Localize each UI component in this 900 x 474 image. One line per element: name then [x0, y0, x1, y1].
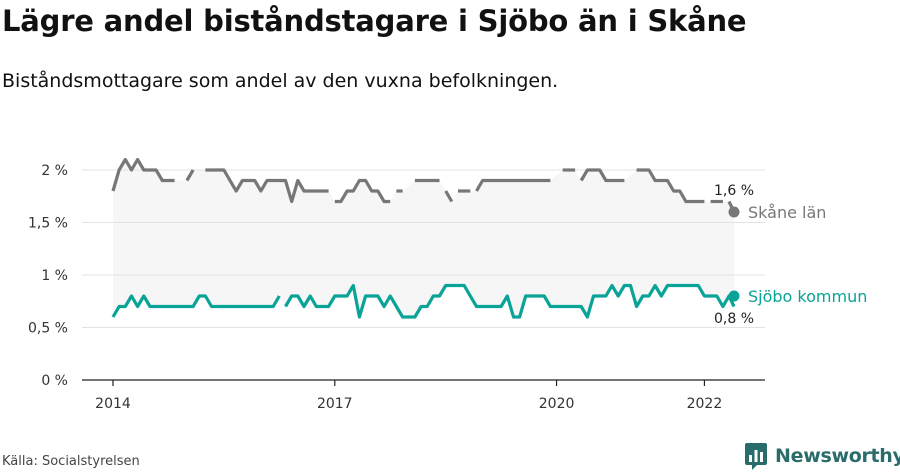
chart-title: Lägre andel biståndstagare i Sjöbo än i … — [2, 4, 747, 38]
y-tick-label: 0 % — [41, 373, 68, 389]
range-band-layer — [113, 159, 734, 317]
series-end-point — [728, 206, 740, 218]
series-line-skane — [334, 178, 391, 204]
series-line-skane — [636, 168, 705, 204]
chart-subtitle: Biståndsmottagare som andel av den vuxna… — [2, 70, 559, 92]
newsworthy-logo-icon — [745, 443, 767, 470]
series-line-skane — [185, 169, 195, 182]
x-tick-label: 2014 — [95, 396, 131, 412]
series-name-label: Skåne län — [748, 203, 826, 222]
gridlines — [82, 169, 765, 328]
y-tick-label: 0,5 % — [28, 321, 68, 337]
x-tick-label: 2022 — [687, 396, 723, 412]
series-line-skane — [475, 178, 551, 192]
axes: 0 % 0,5 % 1 % 1,5 % 2 % 2014 2017 2020 2022 — [28, 163, 765, 412]
x-tick-label: 2017 — [317, 396, 353, 412]
series-line-sjobo — [111, 294, 281, 318]
y-tick-label: 1 % — [41, 268, 68, 284]
series-line-skane — [111, 157, 175, 192]
series-value-label: 1,6 % — [714, 183, 754, 199]
brand-name: Newsworthy — [775, 445, 900, 467]
series-line-skane — [205, 168, 329, 204]
series-end-point — [728, 290, 740, 302]
source-note: Källa: Socialstyrelsen — [2, 454, 140, 469]
series-name-label: Sjöbo kommun — [748, 287, 867, 306]
series-line-skane — [579, 168, 625, 183]
series-labels: Skåne län 1,6 % Sjöbo kommun 0,8 % — [714, 183, 867, 327]
range-band — [113, 159, 734, 317]
x-tick-label: 2020 — [539, 396, 575, 412]
y-tick-label: 2 % — [41, 163, 68, 179]
series-line-sjobo — [284, 283, 736, 319]
series-lines — [111, 157, 736, 319]
series-value-label: 0,8 % — [714, 311, 754, 327]
y-tick-label: 1,5 % — [28, 216, 68, 232]
brand-logo[interactable]: Newsworthy — [744, 441, 900, 471]
series-line-skane — [444, 190, 454, 203]
